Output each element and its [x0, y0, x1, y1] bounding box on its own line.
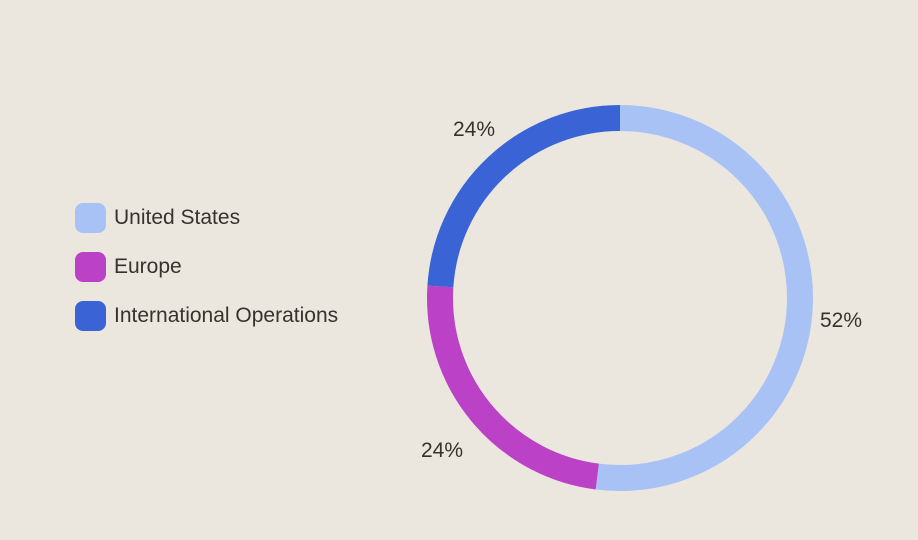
slice-label-united-states: 52% [819, 309, 863, 332]
legend-swatch-europe [75, 252, 106, 282]
legend-item-united-states[interactable]: United States [75, 203, 338, 233]
legend-label-europe: Europe [114, 255, 182, 278]
legend-swatch-united-states [75, 203, 106, 233]
slice-label-europe: 24% [420, 439, 464, 462]
legend-item-europe[interactable]: Europe [75, 252, 338, 282]
legend-label-international-operations: International Operations [114, 304, 339, 327]
pie-slice-europe[interactable] [427, 105, 813, 491]
legend-label-united-states: United States [114, 206, 241, 229]
pie-slice-international-operations[interactable] [427, 105, 813, 491]
legend-swatch-international-operations [75, 301, 106, 331]
legend: United States Europe International Opera… [75, 203, 338, 350]
slice-label-international-operations: 24% [452, 118, 496, 141]
legend-item-international-operations[interactable]: International Operations [75, 301, 338, 331]
